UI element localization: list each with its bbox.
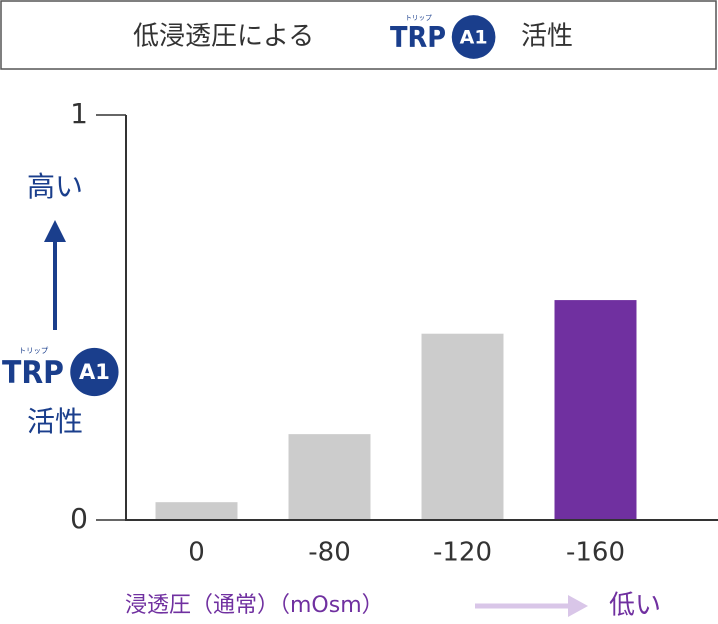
logo-text: TRP [390, 21, 446, 54]
chart-title-suffix: 活性 [521, 22, 573, 52]
bar [421, 333, 504, 520]
bar [288, 434, 371, 520]
bar [554, 300, 637, 520]
bar [155, 502, 238, 520]
logo-badge-text: A1 [460, 27, 488, 49]
logo-ruby: トリップ [405, 14, 432, 22]
logo-badge [451, 15, 496, 59]
y-label-bottom: 活性 [27, 405, 83, 438]
title-box [0, 0, 717, 70]
logo-text: TRP [2, 355, 64, 391]
y-label-top: 高い [27, 170, 83, 203]
chart-title: 低浸透圧による [133, 22, 314, 52]
logo-badge [70, 347, 119, 397]
y-tick-label: 1 [70, 97, 88, 130]
x-label: 浸透圧（通常）（mOsm） [125, 593, 384, 618]
up-arrow-head [44, 220, 66, 242]
y-tick-label: 0 [70, 502, 88, 535]
x-tick-label: 0 [188, 538, 205, 568]
x-tick-label: -120 [433, 538, 492, 568]
x-label-end: 低い [609, 591, 661, 621]
right-arrow-head [568, 595, 588, 617]
logo-badge-text: A1 [79, 360, 110, 384]
x-tick-label: -160 [566, 538, 625, 568]
logo-ruby: トリップ [19, 346, 49, 355]
x-tick-label: -80 [308, 538, 350, 568]
